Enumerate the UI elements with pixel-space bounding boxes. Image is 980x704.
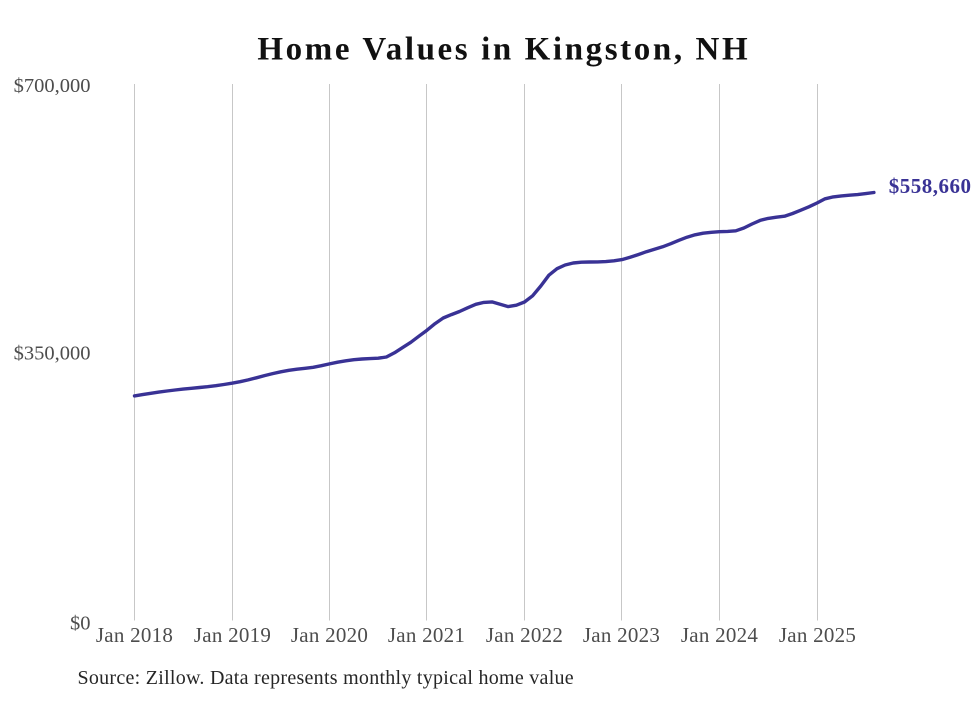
- svg-text:Source: Zillow. Data represent: Source: Zillow. Data represents monthly …: [78, 667, 574, 689]
- svg-text:Jan 2021: Jan 2021: [388, 623, 465, 647]
- svg-text:Jan 2024: Jan 2024: [681, 623, 758, 647]
- svg-text:Jan 2019: Jan 2019: [194, 623, 271, 647]
- svg-text:$700,000: $700,000: [14, 75, 91, 97]
- svg-text:Jan 2018: Jan 2018: [96, 623, 173, 647]
- svg-text:Jan 2023: Jan 2023: [583, 623, 660, 647]
- svg-text:$558,660: $558,660: [889, 174, 972, 198]
- svg-text:$0: $0: [70, 613, 91, 635]
- svg-text:Home Values in Kingston, NH: Home Values in Kingston, NH: [257, 31, 750, 67]
- svg-text:Jan 2020: Jan 2020: [291, 623, 368, 647]
- svg-text:Jan 2022: Jan 2022: [486, 623, 563, 647]
- svg-text:$350,000: $350,000: [14, 342, 91, 364]
- svg-text:Jan 2025: Jan 2025: [779, 623, 856, 647]
